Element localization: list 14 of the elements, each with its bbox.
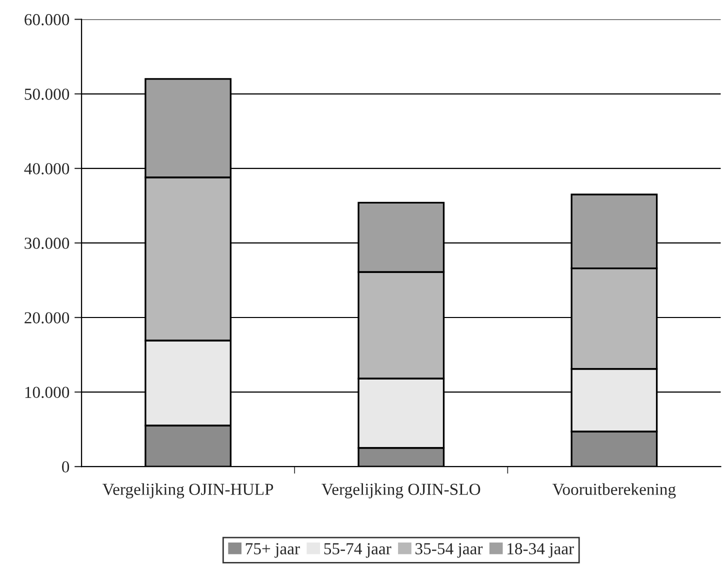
y-tick-label: 0	[62, 461, 70, 473]
legend-label: 18-34 jaar	[508, 543, 574, 558]
legend-label: 35-54 jaar	[416, 543, 483, 558]
y-tick-label: 20.000	[24, 312, 70, 324]
x-tick-label: Vooruitberekening	[552, 483, 676, 498]
y-tick-label: 50.000	[24, 88, 70, 100]
y-tick-label: 30.000	[24, 238, 70, 249]
y-tick-label: 40.000	[24, 163, 70, 174]
y-tick-label: 60.000	[24, 14, 70, 26]
legend-label: 75+ jaar	[246, 543, 300, 558]
y-tick-label: 10.000	[25, 386, 70, 398]
legend-label: 55-74 jaar	[324, 543, 392, 558]
x-tick-label: Vergelijking OJIN-HULP	[102, 483, 274, 498]
x-tick-label: Vergelijking OJIN-SLO	[322, 483, 480, 498]
